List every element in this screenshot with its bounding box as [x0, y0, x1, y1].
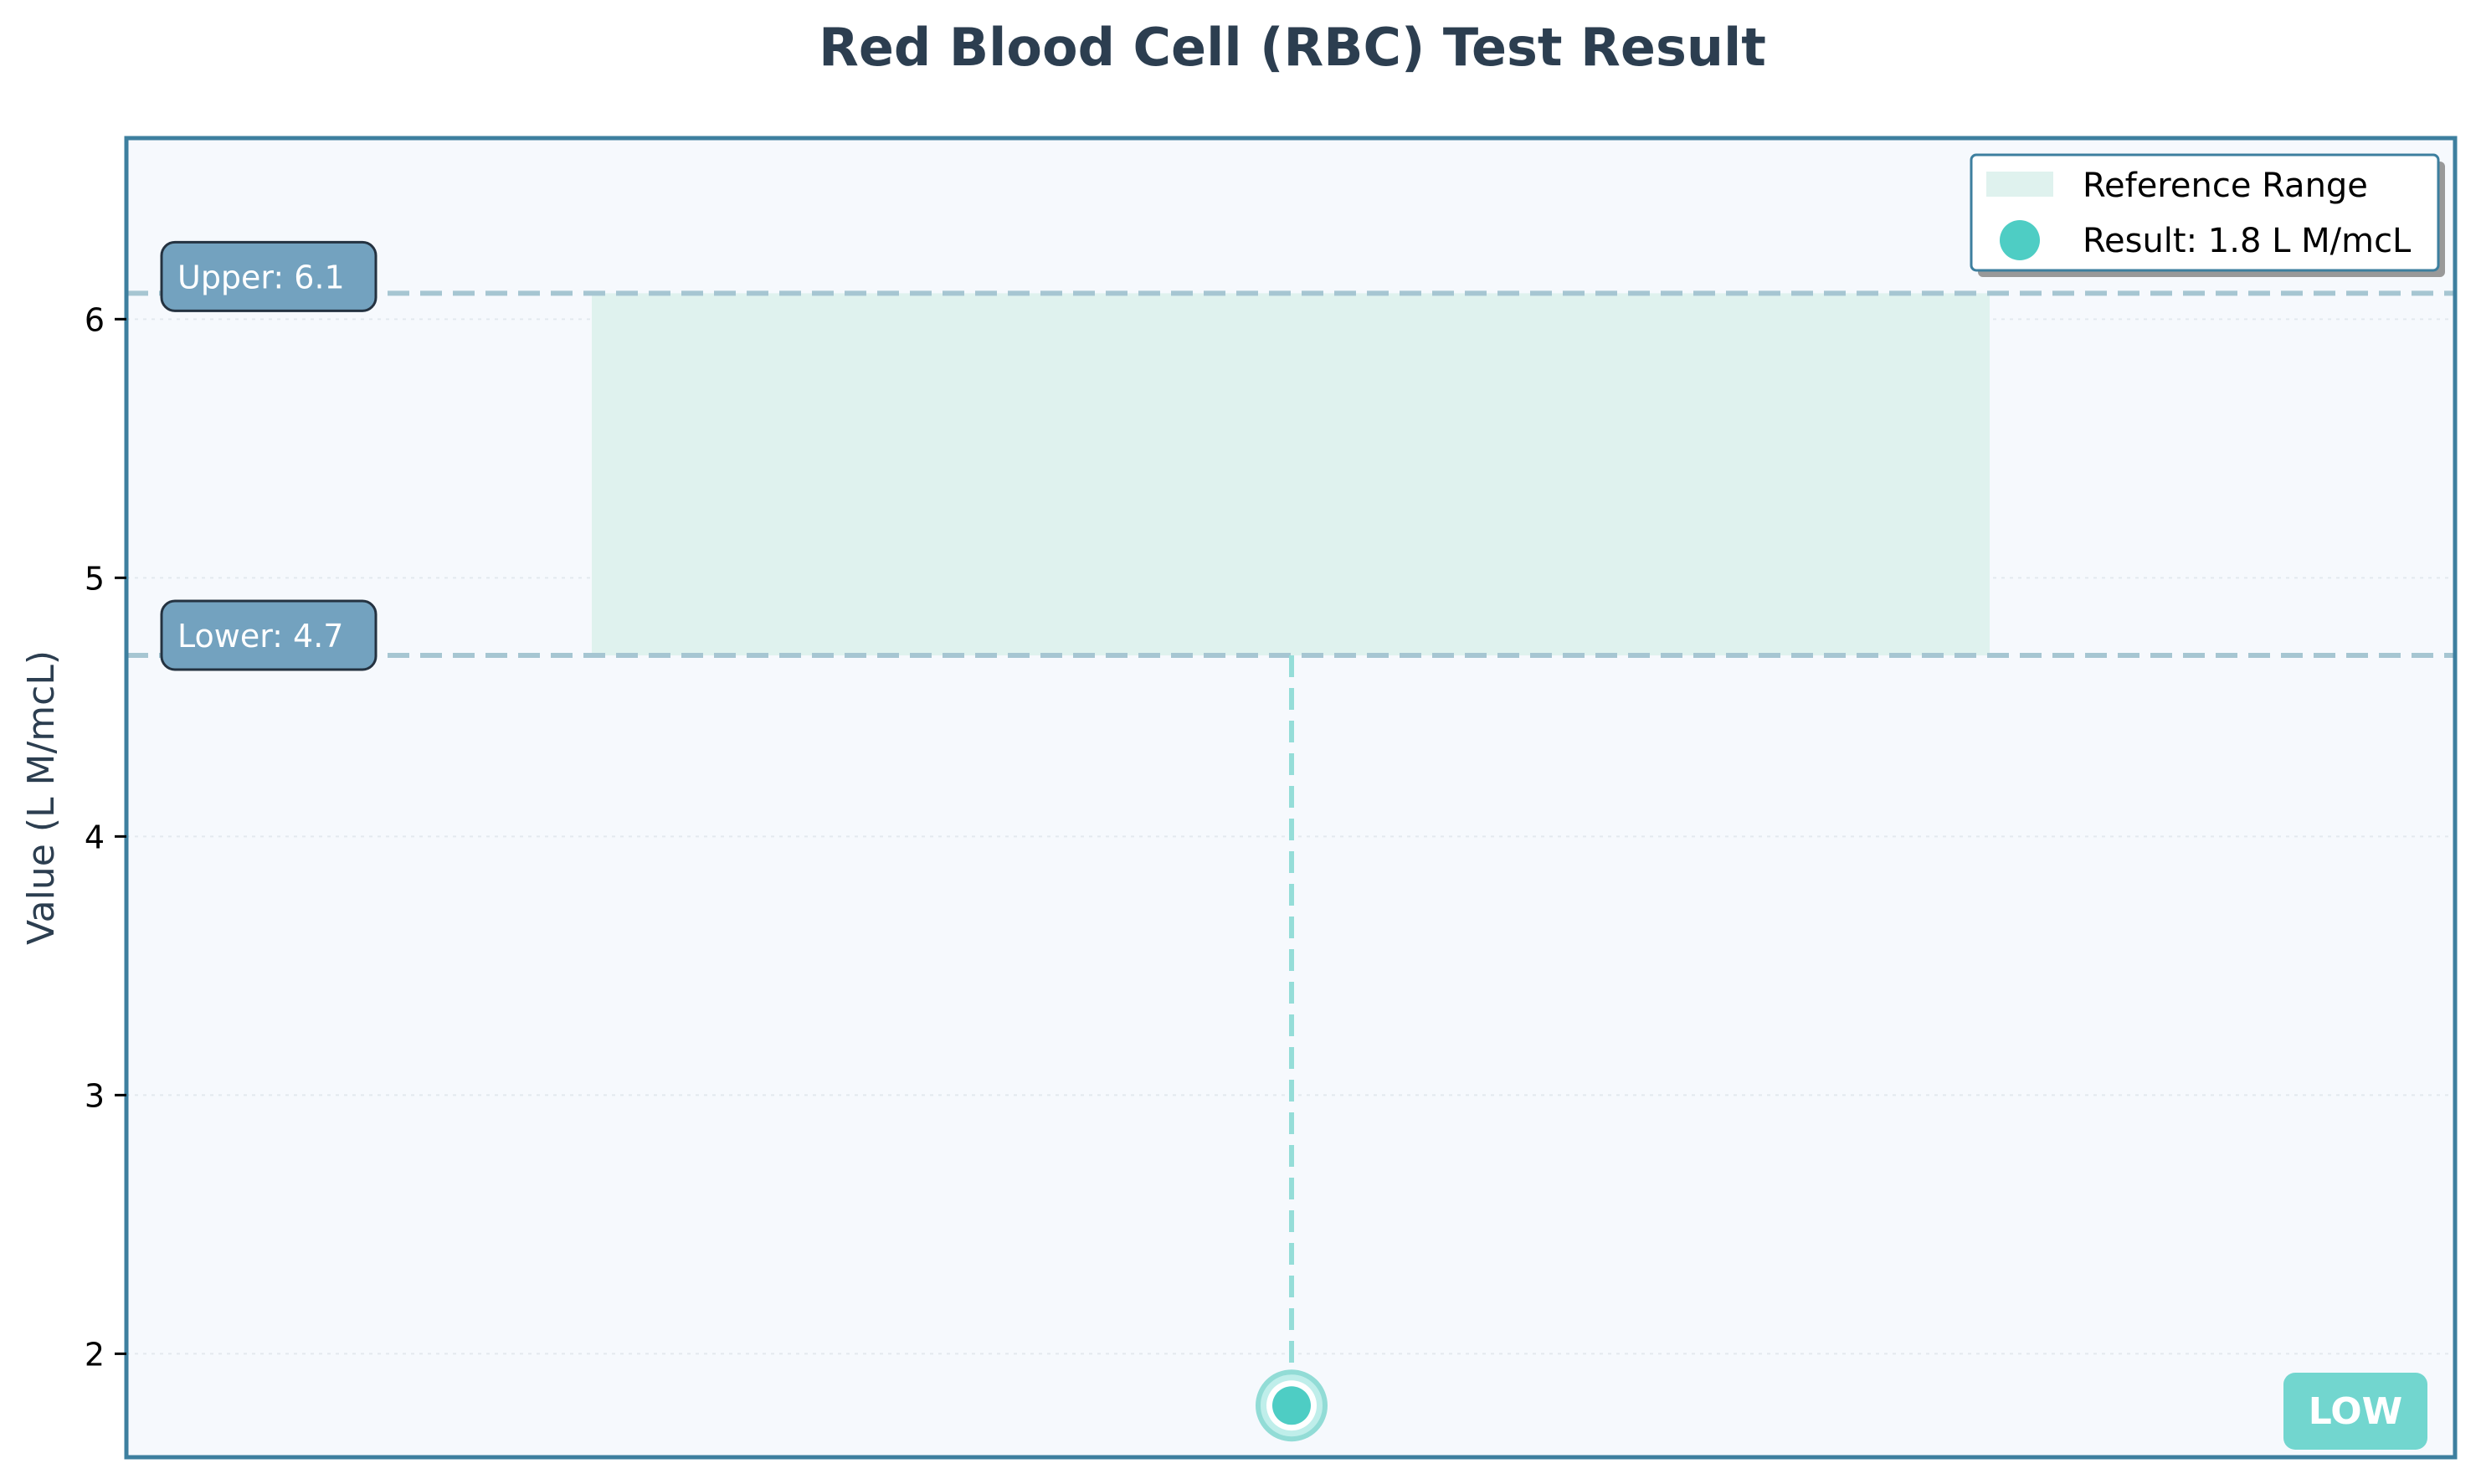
lower-bound-label: Lower: 4.7 — [160, 599, 378, 671]
legend-result-label: Result: 1.8 L M/mcL — [2083, 222, 2412, 260]
legend: Reference Range Result: 1.8 L M/mcL — [1970, 153, 2440, 272]
y-tick-label: 3 — [85, 1077, 105, 1114]
y-axis: 2 3 4 5 6 — [85, 301, 126, 1373]
status-badge: LOW — [2283, 1373, 2427, 1450]
legend-result-swatch — [2000, 220, 2040, 260]
upper-bound-label-box — [160, 240, 378, 312]
plot-frame — [124, 136, 2458, 1460]
status-badge-box — [2283, 1373, 2427, 1450]
y-tick-label: 6 — [85, 301, 105, 338]
result-marker-dot — [1272, 1386, 1311, 1425]
legend-reference-swatch — [1986, 172, 2053, 197]
y-tick-label: 2 — [85, 1336, 105, 1373]
y-tick-label: 4 — [85, 819, 105, 855]
legend-box — [1970, 153, 2440, 272]
legend-reference-label: Reference Range — [2083, 167, 2368, 205]
status-badge-text: LOW — [2309, 1390, 2402, 1433]
lower-bound-label-text: Lower: 4.7 — [177, 618, 343, 655]
y-tick-label: 5 — [85, 560, 105, 597]
upper-bound-label: Upper: 6.1 — [160, 240, 378, 312]
chart-title: Red Blood Cell (RBC) Test Result — [819, 17, 1766, 78]
y-axis-label: Value (L M/mcL) — [20, 650, 63, 945]
upper-bound-label-text: Upper: 6.1 — [177, 259, 345, 295]
result-marker — [1256, 1369, 1328, 1442]
lower-bound-label-box — [160, 599, 378, 671]
reference-range-band — [592, 293, 1990, 656]
